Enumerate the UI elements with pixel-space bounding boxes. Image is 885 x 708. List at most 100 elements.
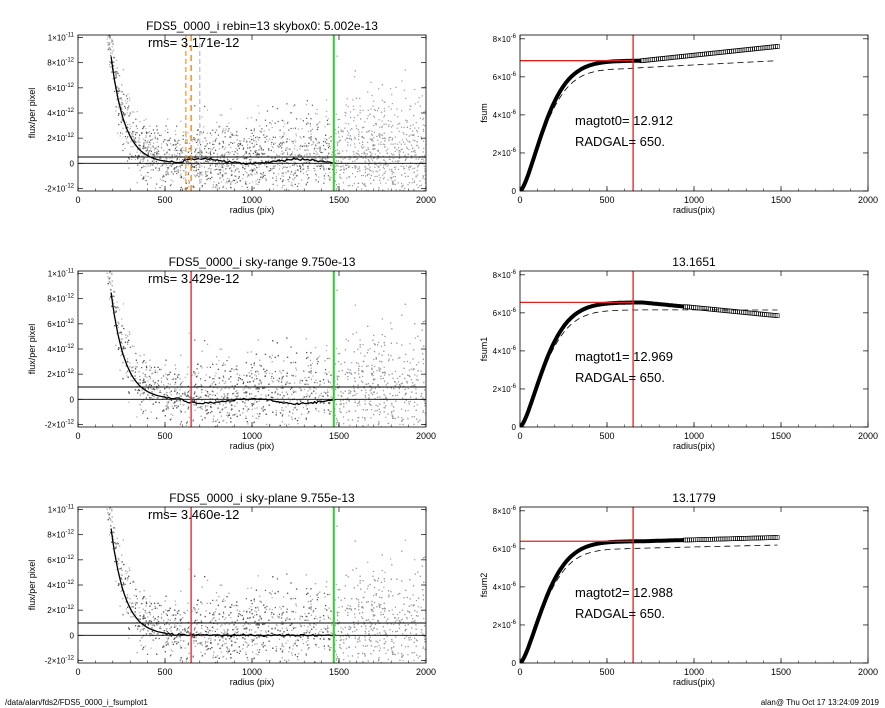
scatter-point xyxy=(145,132,148,134)
scatter-point xyxy=(296,149,298,151)
scatter-point xyxy=(197,139,199,141)
scatter-point xyxy=(156,383,158,385)
scatter-point xyxy=(285,382,287,384)
scatter-point xyxy=(257,154,259,156)
scatter-point xyxy=(294,104,296,106)
scatter-point xyxy=(165,173,167,175)
scatter-point xyxy=(267,394,270,397)
scatter-point xyxy=(325,368,327,371)
scatter-point xyxy=(325,158,327,160)
scatter-point xyxy=(114,77,117,79)
scatter-point xyxy=(222,163,225,166)
scatter-point xyxy=(129,99,131,101)
scatter-point xyxy=(187,164,190,166)
scatter-point xyxy=(129,333,131,335)
scatter-point xyxy=(180,169,182,171)
scatter-point xyxy=(383,164,385,166)
scatter-point xyxy=(270,357,272,359)
scatter-point xyxy=(213,381,215,383)
scatter-point xyxy=(372,147,374,150)
scatter-point xyxy=(153,149,156,151)
scatter-point xyxy=(166,151,168,153)
scatter-point xyxy=(292,140,294,143)
scatter-point xyxy=(373,391,375,394)
scatter-point xyxy=(275,388,278,390)
scatter-point xyxy=(387,164,389,166)
scatter-point xyxy=(245,183,247,185)
scatter-point xyxy=(141,367,143,369)
scatter-point xyxy=(415,409,417,411)
scatter-point xyxy=(223,148,226,150)
scatter-point xyxy=(183,404,185,406)
scatter-point xyxy=(306,149,308,151)
scatter-point xyxy=(108,267,109,268)
scatter-point xyxy=(316,152,318,154)
scatter-point xyxy=(231,425,234,427)
scatter-point xyxy=(376,135,378,138)
scatter-point xyxy=(382,189,384,191)
scatter-point xyxy=(236,390,238,392)
scatter-point xyxy=(409,343,411,345)
scatter-point xyxy=(131,132,133,135)
scatter-point xyxy=(109,31,110,32)
scatter-point xyxy=(148,146,150,148)
scatter-point xyxy=(326,393,328,396)
scatter-point xyxy=(164,415,166,417)
scatter-point xyxy=(257,388,259,390)
scatter-point xyxy=(232,192,233,193)
scatter-point xyxy=(142,159,145,161)
scatter-point xyxy=(327,409,329,411)
scatter-point xyxy=(192,166,195,168)
scatter-point xyxy=(287,382,289,384)
scatter-point xyxy=(245,127,247,130)
scatter-point xyxy=(302,172,305,174)
scatter-point xyxy=(358,368,360,370)
scatter-point xyxy=(323,148,325,150)
scatter-point xyxy=(350,390,352,393)
scatter-point xyxy=(160,146,163,148)
scatter-point xyxy=(281,119,283,121)
scatter-point xyxy=(124,107,127,109)
scatter-point xyxy=(408,375,410,377)
scatter-point xyxy=(297,128,300,130)
scatter-point xyxy=(373,145,375,147)
scatter-point xyxy=(392,359,394,361)
scatter-point xyxy=(125,95,128,97)
scatter-point xyxy=(216,185,219,187)
scatter-point xyxy=(257,339,259,341)
scatter-point xyxy=(113,68,115,70)
scatter-point xyxy=(241,378,243,381)
scatter-point xyxy=(282,173,284,175)
scatter-point xyxy=(363,387,365,389)
scatter-point xyxy=(378,88,380,90)
scatter-point xyxy=(234,171,236,173)
scatter-point xyxy=(224,173,226,175)
scatter-point xyxy=(174,169,176,171)
scatter-point xyxy=(254,407,256,409)
scatter-point xyxy=(299,165,301,167)
scatter-point xyxy=(373,116,376,118)
scatter-point xyxy=(287,178,289,181)
scatter-point xyxy=(265,163,268,165)
scatter-point xyxy=(196,375,199,377)
scatter-point xyxy=(406,193,407,194)
x-tick-label: 1000 xyxy=(684,195,704,205)
scatter-point xyxy=(277,381,280,383)
scatter-point xyxy=(227,151,230,153)
scatter-point xyxy=(393,153,395,156)
scatter-point xyxy=(116,90,118,92)
scatter-point xyxy=(222,167,224,169)
scatter-point xyxy=(386,399,388,402)
scatter-point xyxy=(176,393,178,395)
scatter-point xyxy=(107,14,108,15)
scatter-point xyxy=(116,71,118,74)
scatter-point xyxy=(228,387,230,390)
scatter-point xyxy=(384,114,386,117)
scatter-point xyxy=(325,115,327,118)
scatter-point xyxy=(417,145,419,147)
scatter-point xyxy=(262,408,264,410)
scatter-point xyxy=(375,164,377,166)
scatter-point xyxy=(348,392,350,395)
scatter-point xyxy=(236,155,238,158)
scatter-point xyxy=(339,400,342,402)
